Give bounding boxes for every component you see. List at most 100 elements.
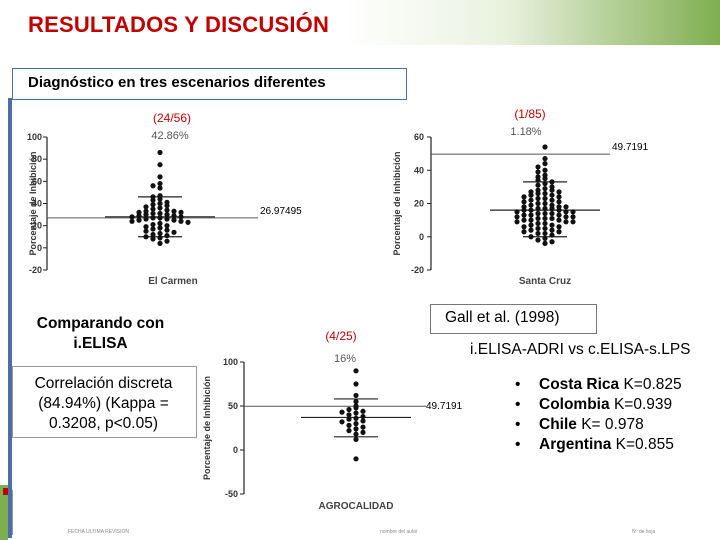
data-point	[514, 209, 520, 215]
y-tick-label: 100	[27, 132, 42, 142]
data-point	[528, 212, 534, 218]
y-tick-label: 20	[414, 199, 424, 209]
data-point	[353, 436, 359, 443]
data-point	[157, 162, 163, 168]
y-tick-label: 60	[32, 176, 42, 186]
data-point	[521, 207, 527, 213]
data-point	[549, 215, 555, 222]
data-point	[346, 422, 352, 428]
data-point	[570, 209, 576, 215]
data-point	[521, 212, 527, 218]
cutoff-label: 49.7191	[426, 401, 463, 412]
data-point	[535, 182, 541, 188]
data-point	[549, 187, 555, 193]
ratio-label: (1/85)	[514, 107, 545, 121]
data-point	[157, 210, 163, 217]
y-tick-label: 60	[414, 132, 424, 142]
footer-right: Nº de hoja	[632, 529, 656, 535]
kappa-item: • Costa Rica K=0.825	[515, 375, 682, 395]
data-point	[535, 225, 541, 232]
data-point	[129, 214, 135, 220]
y-tick-label: 0	[37, 243, 42, 253]
data-point	[521, 229, 527, 235]
y-tick-label: -50	[225, 489, 238, 499]
percent-label: 42.86%	[151, 130, 189, 142]
data-point	[535, 220, 541, 227]
data-point	[143, 204, 149, 210]
kappa-value: K= 0.978	[581, 416, 644, 433]
data-point	[528, 197, 534, 203]
data-point	[143, 228, 149, 234]
data-point	[157, 240, 163, 246]
data-point	[563, 219, 569, 225]
x-axis-label: Santa Cruz	[519, 276, 571, 287]
bullet: •	[515, 416, 521, 433]
data-point	[535, 205, 541, 212]
data-point	[542, 175, 548, 182]
data-point	[136, 213, 142, 219]
data-point	[157, 185, 163, 191]
ratio-label: (24/56)	[153, 111, 191, 125]
data-point	[157, 215, 163, 221]
data-point	[556, 207, 562, 213]
data-point	[563, 214, 569, 220]
data-point	[360, 418, 366, 424]
data-point	[535, 200, 541, 207]
data-point	[346, 428, 352, 434]
kappa-country: Colombia	[539, 396, 610, 413]
data-point	[353, 421, 359, 427]
y-axis-label: Porcentaje de Inhibición	[28, 151, 38, 255]
data-point	[542, 167, 548, 173]
data-point	[150, 206, 156, 212]
data-point	[346, 406, 352, 413]
header-bar	[0, 0, 720, 45]
data-point	[549, 210, 555, 217]
data-point	[535, 164, 541, 170]
data-point	[353, 410, 359, 416]
kappa-value: K=0.939	[613, 396, 673, 413]
data-point	[353, 381, 359, 387]
data-point	[157, 180, 163, 187]
data-point	[549, 239, 555, 245]
data-point	[521, 224, 527, 230]
data-point	[556, 229, 562, 235]
left-white-strip	[12, 490, 16, 535]
data-point	[542, 190, 548, 197]
data-point	[150, 197, 156, 203]
y-tick-label: -20	[29, 265, 42, 275]
data-point	[535, 195, 541, 202]
data-point	[542, 161, 548, 167]
percent-label: 16%	[334, 353, 356, 365]
data-point	[570, 214, 576, 220]
kappa-value: K=0.855	[615, 436, 674, 453]
y-tick-label: 40	[414, 165, 424, 175]
data-point	[353, 392, 359, 399]
data-point	[556, 194, 562, 200]
data-point	[353, 399, 359, 405]
comparando-text: Comparando con i.ELISA	[36, 315, 165, 352]
data-point	[157, 235, 163, 241]
data-point	[549, 192, 555, 198]
data-point	[164, 207, 170, 213]
kappa-item: • Argentina K=0.855	[515, 435, 682, 455]
y-tick-label: -20	[411, 265, 424, 275]
data-point	[542, 210, 548, 217]
subtitle-box	[12, 68, 407, 100]
data-point	[549, 179, 555, 185]
data-point	[542, 240, 548, 246]
data-point	[164, 238, 170, 244]
data-point	[528, 234, 534, 240]
slide-subtitle: Diagnóstico en tres escenarios diferente…	[28, 74, 326, 91]
x-axis-label: El Carmen	[148, 276, 197, 287]
kappa-value: K=0.825	[623, 376, 682, 393]
data-point	[549, 232, 555, 238]
data-point	[178, 209, 184, 215]
kappa-country: Costa Rica	[539, 376, 620, 393]
data-point	[164, 227, 170, 233]
kappa-item: • Chile K= 0.978	[515, 415, 682, 435]
data-point	[339, 419, 345, 425]
data-point	[542, 220, 548, 227]
data-point	[171, 213, 177, 219]
data-point	[521, 194, 527, 200]
